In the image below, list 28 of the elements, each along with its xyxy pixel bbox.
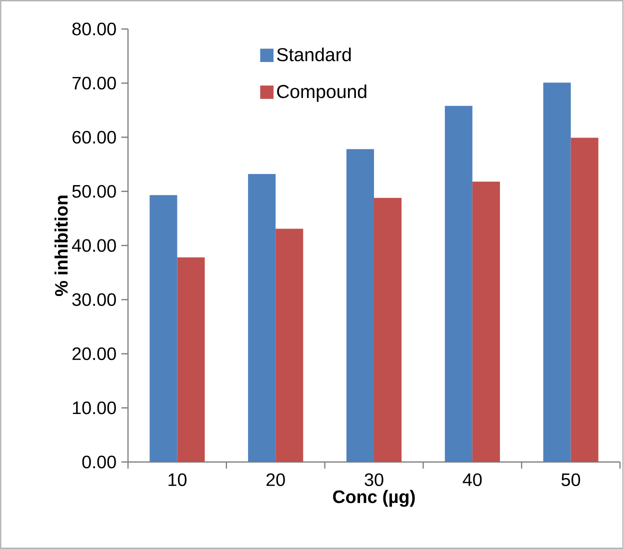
y-tick-label: 0.00 bbox=[82, 456, 116, 468]
y-tick-label: 50.00 bbox=[72, 185, 116, 198]
x-tick-label: 50 bbox=[561, 473, 580, 486]
bar bbox=[543, 82, 571, 462]
x-tick-label: 20 bbox=[266, 473, 285, 486]
y-tick-label: 70.00 bbox=[72, 76, 116, 90]
legend-label: Compound bbox=[277, 84, 366, 102]
bar bbox=[248, 174, 276, 462]
y-tick-label: 60.00 bbox=[72, 130, 116, 144]
y-tick-label: 20.00 bbox=[72, 347, 116, 360]
y-tick-label: 30.00 bbox=[72, 293, 116, 306]
bar bbox=[570, 138, 598, 462]
bar bbox=[346, 149, 374, 462]
y-tick-label: 40.00 bbox=[72, 239, 116, 252]
bar bbox=[177, 257, 205, 462]
y-tick-label: 80.00 bbox=[72, 22, 116, 36]
y-axis-title: % inhibition bbox=[54, 196, 68, 296]
bar bbox=[276, 228, 304, 462]
bar bbox=[472, 182, 500, 462]
bar bbox=[444, 106, 472, 462]
bar bbox=[150, 195, 178, 462]
y-tick-label: 10.00 bbox=[72, 401, 116, 414]
x-tick-label: 40 bbox=[462, 473, 482, 486]
legend-label: Standard bbox=[277, 48, 351, 62]
bar bbox=[374, 198, 402, 462]
x-axis-title: Conc (µg) bbox=[333, 490, 415, 507]
x-tick-label: 10 bbox=[168, 473, 187, 486]
x-tick-label: 30 bbox=[364, 473, 384, 486]
